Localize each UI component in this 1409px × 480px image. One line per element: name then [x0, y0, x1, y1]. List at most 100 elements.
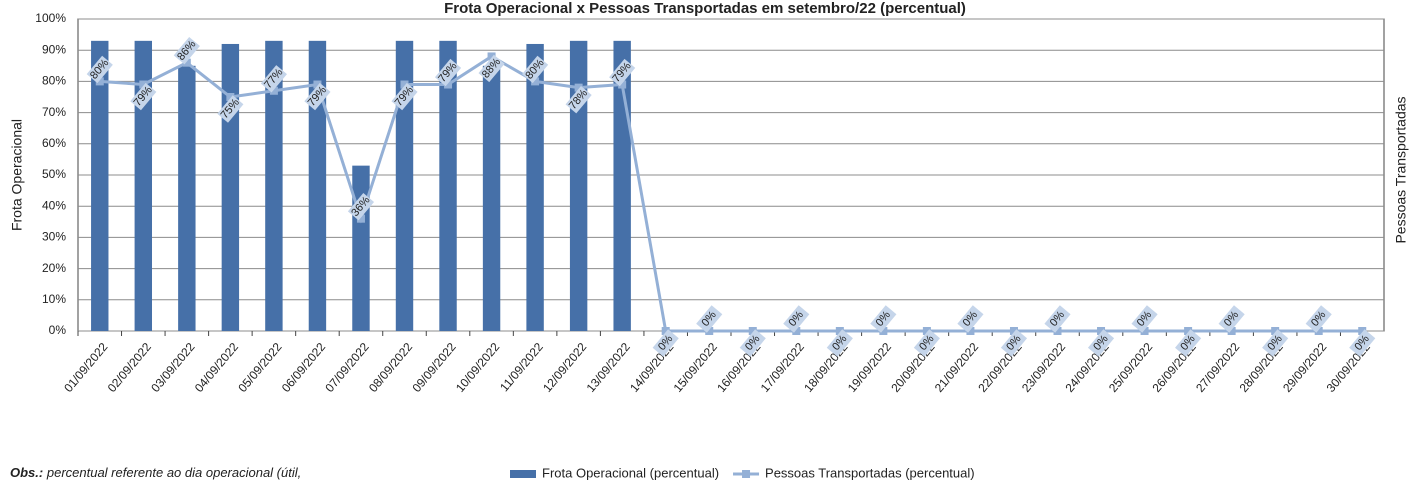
- line-marker: [356, 214, 365, 223]
- y-tick-label: 60%: [42, 136, 66, 150]
- line-marker: [835, 327, 844, 335]
- data-label-bg: [1000, 329, 1028, 357]
- chart-title: Frota Operacional x Pessoas Transportada…: [444, 0, 966, 17]
- line-marker: [574, 83, 583, 92]
- line-marker: [879, 327, 888, 335]
- line-marker: [269, 86, 278, 95]
- data-label-group: 0%: [826, 329, 853, 357]
- line-marker: [1227, 327, 1236, 335]
- data-label-bg: [478, 54, 505, 83]
- data-label-group: 0%: [696, 305, 723, 333]
- note-label: Obs.:: [10, 465, 43, 480]
- x-tick-label: 27/09/2022: [1193, 340, 1243, 395]
- data-label-bg: [86, 55, 113, 84]
- data-label-group: 88%: [478, 54, 505, 83]
- line-marker: [748, 327, 757, 335]
- x-tick-label: 19/09/2022: [845, 340, 895, 395]
- line-marker: [1009, 327, 1018, 335]
- data-label-group: 0%: [1218, 305, 1245, 333]
- data-label-bg: [173, 36, 200, 65]
- bar: [526, 43, 544, 332]
- line-marker: [182, 58, 191, 67]
- data-label-bg: [1131, 305, 1158, 333]
- data-label-group: 0%: [913, 329, 940, 357]
- line-marker: [618, 80, 627, 89]
- x-tick-label: 29/09/2022: [1280, 340, 1330, 395]
- data-label-group: 0%: [1000, 329, 1028, 357]
- data-label-bg: [1262, 329, 1289, 357]
- y-tick-label: 20%: [42, 261, 66, 275]
- data-label-bg: [739, 329, 766, 357]
- bar: [352, 165, 370, 331]
- x-tick-label: 15/09/2022: [671, 340, 721, 395]
- x-tick-label: 04/09/2022: [192, 340, 242, 395]
- data-label-group: 80%: [86, 55, 113, 84]
- data-label-group: 0%: [1044, 305, 1071, 333]
- line-marker: [95, 77, 104, 86]
- line-marker: [1271, 327, 1280, 335]
- bar: [178, 65, 196, 332]
- data-label-bg: [391, 82, 418, 111]
- line-marker: [226, 93, 235, 101]
- data-label-bg: [130, 82, 157, 111]
- x-tick-label: 06/09/2022: [279, 340, 329, 395]
- data-label-group: 0%: [1262, 329, 1289, 357]
- data-label-group: 0%: [783, 305, 810, 333]
- x-tick-label: 01/09/2022: [61, 340, 111, 395]
- line-marker: [139, 80, 148, 89]
- data-label-group: 0%: [1087, 329, 1115, 357]
- bar: [308, 40, 327, 332]
- data-label-bg: [1305, 305, 1332, 333]
- x-tick-label: 21/09/2022: [932, 340, 982, 395]
- data-label-group: 79%: [130, 82, 157, 111]
- y-tick-label: 40%: [42, 198, 66, 212]
- data-label-bg: [260, 65, 287, 93]
- line-marker: [313, 80, 322, 89]
- y-tick-label: 80%: [42, 74, 66, 88]
- data-label-bg: [609, 58, 636, 87]
- data-label-bg: [347, 192, 375, 221]
- title-bg: [310, 0, 1100, 18]
- line-marker: [1053, 327, 1062, 335]
- data-label-group: 0%: [1305, 305, 1332, 333]
- data-label-bg: [1087, 329, 1115, 357]
- x-tick-label: 09/09/2022: [409, 340, 459, 395]
- legend-swatch: [510, 470, 536, 478]
- data-label-bg: [217, 95, 244, 123]
- y-axis-label: Frota Operacional: [9, 119, 25, 231]
- line-marker: [661, 327, 670, 335]
- line-marker: [705, 327, 714, 335]
- x-tick-label: 05/09/2022: [235, 340, 285, 395]
- bar: [221, 43, 240, 332]
- x-tick-label: 02/09/2022: [105, 340, 155, 395]
- data-label-bg: [783, 305, 810, 333]
- y-tick-label: 90%: [42, 42, 66, 56]
- bar: [395, 40, 414, 332]
- bar: [569, 40, 588, 332]
- line-marker: [487, 52, 496, 61]
- line-marker: [1097, 327, 1106, 335]
- line-marker: [966, 327, 975, 335]
- data-label-group: 80%: [522, 55, 549, 84]
- line: [99, 54, 1363, 333]
- line-marker: [1314, 327, 1323, 335]
- data-label-bg: [826, 329, 853, 357]
- data-label-group: 78%: [565, 85, 592, 114]
- y-tick-label: 70%: [42, 105, 66, 119]
- data-label-bg: [522, 55, 549, 84]
- data-label-group: 75%: [217, 95, 244, 123]
- data-label-bg: [434, 58, 462, 87]
- x-tick-label: 17/09/2022: [758, 340, 808, 395]
- y-tick-label: 100%: [35, 11, 66, 25]
- data-label-bg: [304, 82, 331, 111]
- data-label-bg: [957, 305, 984, 333]
- data-label-bg: [1349, 329, 1376, 357]
- y-tick-label: 10%: [42, 292, 66, 306]
- data-label-group: 0%: [870, 305, 897, 333]
- note-text: percentual referente ao dia operacional …: [46, 465, 301, 480]
- data-label-group: 0%: [652, 329, 679, 357]
- data-label-bg: [565, 85, 592, 114]
- data-label-group: 0%: [739, 329, 766, 357]
- data-label-bg: [870, 305, 897, 333]
